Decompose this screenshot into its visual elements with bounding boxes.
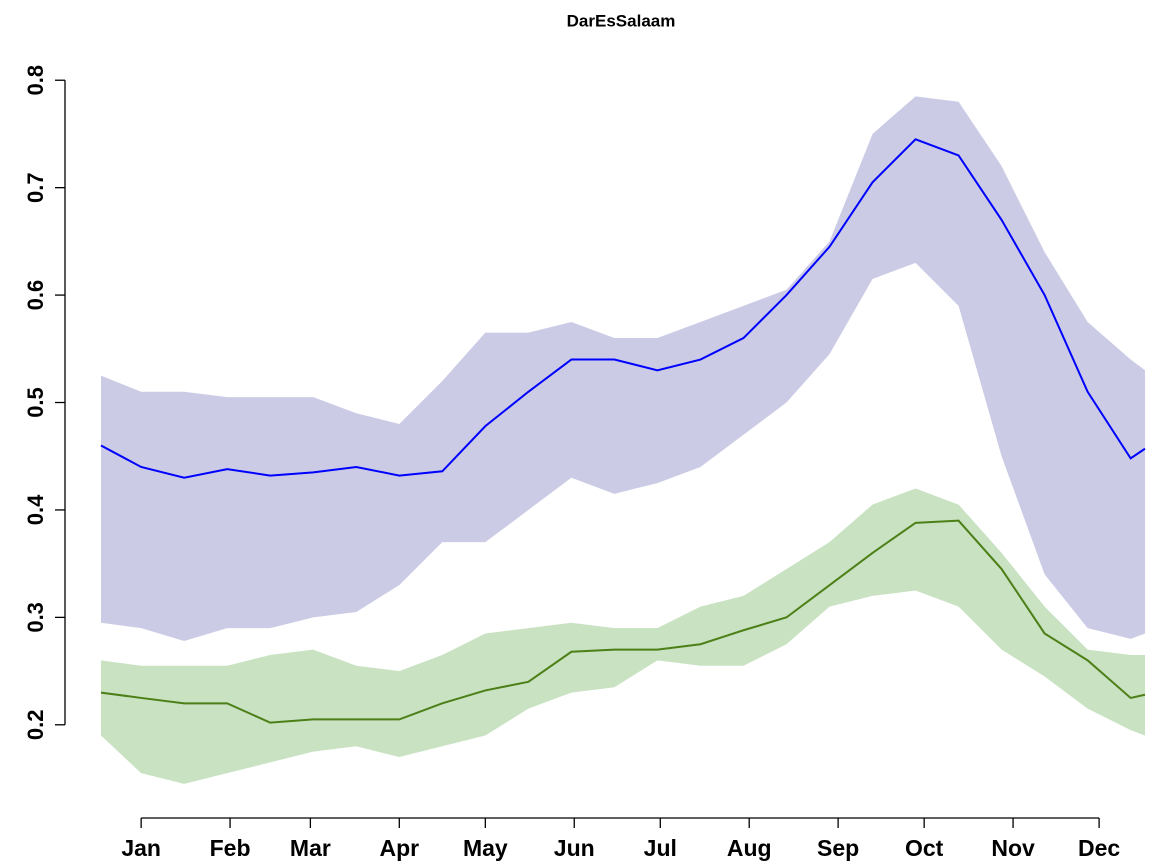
- x-tick-label: Jul: [644, 835, 677, 861]
- y-tick-label: 0.8: [23, 65, 48, 96]
- x-tick-label: Dec: [1078, 835, 1120, 861]
- x-tick-label: Nov: [991, 835, 1035, 861]
- line: [100, 138, 1146, 479]
- x-tick-label: Mar: [290, 835, 331, 861]
- x-tick-label: Jan: [121, 835, 161, 861]
- y-tick-label: 0.7: [23, 172, 48, 203]
- x-tick-label: May: [463, 835, 508, 861]
- chart-title: DarEsSalaam: [567, 11, 676, 30]
- x-tick-label: Oct: [905, 835, 944, 861]
- x-tick-label: Aug: [727, 835, 772, 861]
- y-tick-label: 0.4: [23, 494, 48, 525]
- y-tick-label: 0.5: [23, 387, 48, 418]
- x-tick-label: Jun: [554, 835, 595, 861]
- line: [100, 519, 1146, 724]
- confidence-band: [101, 96, 1145, 642]
- x-tick-label: Sep: [817, 835, 859, 861]
- y-tick-label: 0.3: [23, 602, 48, 633]
- confidence-band: [101, 488, 1145, 784]
- y-tick-label: 0.6: [23, 280, 48, 311]
- x-tick-label: Apr: [379, 835, 419, 861]
- y-tick-label: 0.2: [23, 710, 48, 741]
- x-tick-label: Feb: [210, 835, 251, 861]
